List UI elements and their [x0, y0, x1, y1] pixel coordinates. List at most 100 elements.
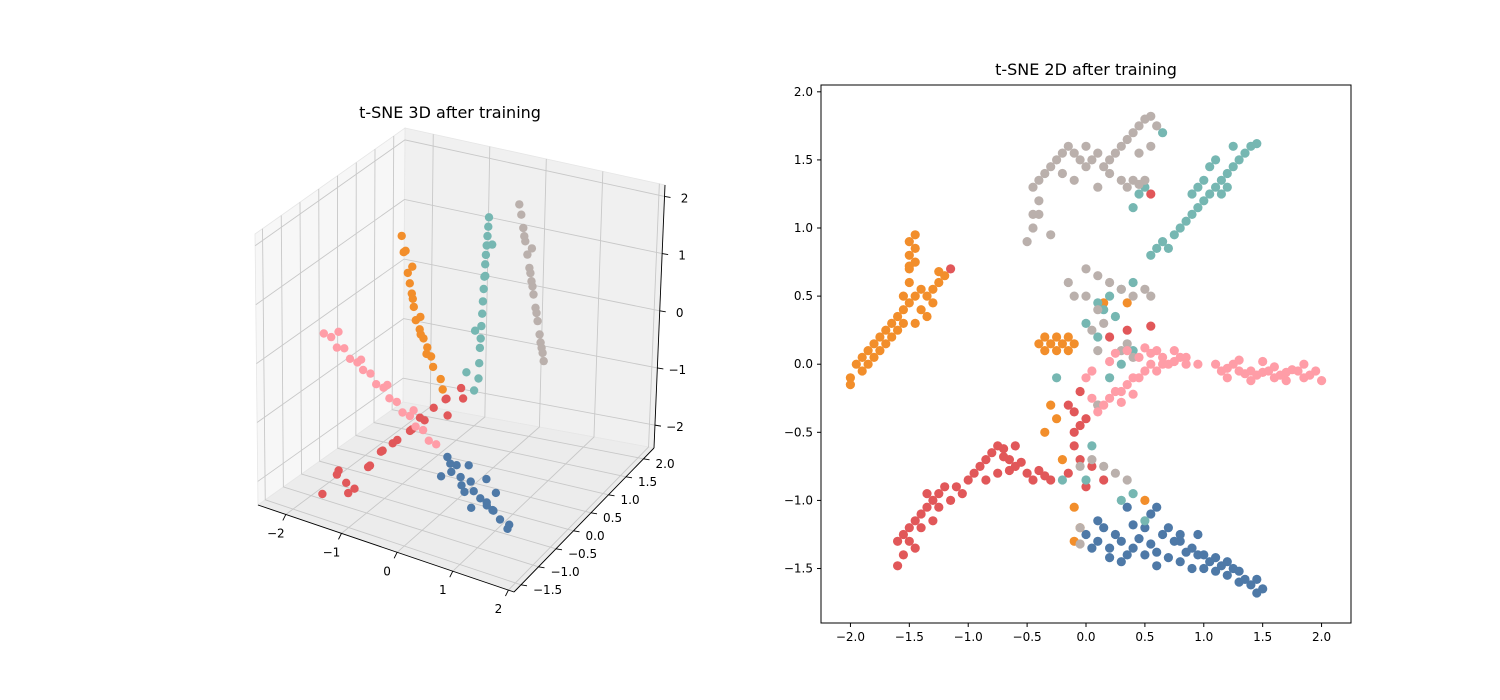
point-3d-s5-7 — [411, 422, 420, 431]
x-tick-label-2d-1: −1.5 — [895, 630, 924, 644]
point-3d-s0-19 — [491, 488, 501, 498]
point-3d-s5-3 — [358, 365, 368, 375]
point-2d-s2-21 — [904, 237, 914, 247]
point-3d-s4-16 — [520, 232, 529, 241]
point-2d-s3-38 — [1093, 332, 1103, 342]
point-2d-s2-22 — [910, 230, 920, 240]
point-2d-s2-48 — [1052, 332, 1062, 342]
point-2d-s3-9 — [1199, 196, 1209, 206]
point-2d-s2-29 — [887, 332, 897, 342]
point-3d-s5-8 — [424, 436, 433, 445]
point-3d-s5-18 — [356, 355, 366, 364]
point-2d-s0-37 — [1128, 520, 1138, 530]
point-2d-s5-48 — [1193, 359, 1203, 369]
point-2d-s1-6 — [928, 495, 938, 505]
point-2d-s2-52 — [1040, 427, 1050, 437]
point-2d-s0-5 — [1140, 550, 1150, 560]
point-2d-s2-59 — [1140, 495, 1150, 505]
point-3d-s5-16 — [418, 425, 428, 435]
point-2d-s0-6 — [1152, 547, 1162, 557]
y-tick-label-2d-0: 2.0 — [794, 85, 813, 99]
point-2d-s5-47 — [1181, 359, 1191, 369]
point-2d-s1-50 — [1081, 482, 1091, 492]
point-2d-s2-10 — [904, 298, 914, 308]
point-3d-s0-12 — [482, 498, 491, 507]
point-2d-s4-49 — [1081, 291, 1091, 301]
point-2d-s2-8 — [893, 311, 903, 322]
point-2d-s3-44 — [1116, 495, 1126, 505]
y-grid-3d-7 — [391, 135, 644, 460]
y-tick-label-3d-5: 1.0 — [621, 493, 640, 507]
point-2d-s4-35 — [1081, 141, 1091, 151]
point-2d-s5-20 — [1258, 356, 1268, 367]
point-2d-s1-40 — [1069, 427, 1079, 437]
point-2d-s0-44 — [1152, 502, 1162, 512]
point-2d-s4-42 — [1081, 264, 1091, 274]
x-tick-label-3d-2: 0 — [383, 564, 391, 578]
point-2d-s1-56 — [946, 264, 956, 274]
point-2d-s3-30 — [1158, 128, 1168, 138]
point-2d-s4-51 — [1099, 318, 1109, 328]
point-2d-s4-48 — [1146, 291, 1156, 301]
point-2d-s3-8 — [1193, 203, 1203, 213]
point-2d-s1-30 — [893, 561, 903, 571]
point-2d-s0-40 — [1105, 553, 1115, 563]
point-2d-s1-4 — [916, 509, 926, 519]
y-tick-label-2d-7: −1.5 — [784, 562, 813, 576]
point-2d-s5-33 — [1140, 366, 1150, 376]
point-2d-s4-62 — [1075, 523, 1085, 533]
point-2d-s5-43 — [1134, 352, 1144, 362]
point-2d-s1-36 — [993, 468, 1003, 478]
y-tick-3d-6 — [625, 476, 633, 479]
y-tick-3d-0 — [520, 584, 528, 587]
point-2d-s3-21 — [1211, 155, 1221, 165]
point-2d-s4-15 — [1093, 148, 1103, 158]
point-2d-s2-40 — [1034, 339, 1044, 349]
point-2d-s0-38 — [1163, 523, 1173, 533]
point-2d-s0-2 — [1105, 543, 1115, 553]
point-2d-s1-28 — [910, 543, 920, 553]
point-3d-s3-9 — [478, 297, 488, 306]
point-2d-s5-27 — [1105, 393, 1115, 403]
point-2d-s2-49 — [1063, 346, 1073, 356]
points-3d — [318, 200, 548, 533]
point-2d-s1-9 — [951, 482, 962, 492]
point-2d-s0-4 — [1128, 543, 1138, 553]
point-2d-s4-32 — [1046, 230, 1056, 240]
point-2d-s2-28 — [898, 318, 909, 328]
z-grid-3d-2 — [256, 258, 660, 364]
point-2d-s1-5 — [922, 502, 932, 512]
x-grid-3d-4 — [508, 183, 660, 591]
point-2d-s5-22 — [1299, 359, 1309, 369]
point-2d-s1-24 — [1046, 475, 1056, 485]
point-2d-s1-35 — [981, 475, 991, 485]
point-2d-s5-14 — [1293, 366, 1303, 376]
x-tick-label-3d-3: 1 — [439, 583, 447, 597]
y-grid-3d-0 — [262, 228, 522, 586]
y-tick-label-3d-6: 1.5 — [638, 475, 657, 489]
point-2d-s5-25 — [1269, 362, 1279, 372]
point-3d-s2-10 — [423, 343, 432, 352]
z-grid-3d-0 — [257, 377, 656, 482]
point-2d-s1-44 — [1063, 400, 1073, 410]
point-2d-s1-57 — [1099, 475, 1109, 485]
point-2d-s5-32 — [1134, 373, 1144, 383]
point-3d-s3-12 — [484, 213, 494, 222]
y-tick-label-3d-0: −1.5 — [533, 583, 562, 597]
point-2d-s2-0 — [845, 373, 856, 383]
point-2d-s2-20 — [910, 243, 920, 253]
points-2d — [845, 111, 1327, 598]
y-tick-label-2d-6: −1.0 — [784, 493, 813, 507]
point-3d-s4-13 — [527, 244, 537, 253]
point-2d-s2-53 — [1057, 455, 1067, 465]
y-axis-line-3d — [513, 447, 655, 593]
x-tick-label-2d-3: −0.5 — [1013, 630, 1042, 644]
point-2d-s1-8 — [940, 482, 950, 492]
point-3d-s5-0 — [319, 329, 328, 338]
point-2d-s4-13 — [1081, 162, 1091, 172]
point-3d-s2-8 — [409, 302, 418, 312]
y-tick-3d-2 — [555, 548, 563, 551]
point-3d-s2-15 — [436, 374, 445, 384]
point-3d-s5-2 — [345, 354, 355, 363]
point-2d-s2-47 — [1040, 346, 1050, 356]
